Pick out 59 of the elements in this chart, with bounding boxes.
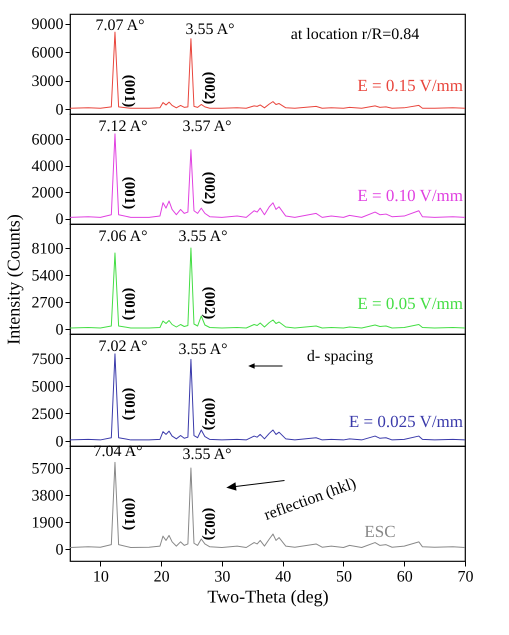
y-tick-label: 2000 bbox=[32, 184, 64, 202]
annotation: (002) bbox=[201, 172, 217, 204]
y-axis-title: Intensity (Counts) bbox=[4, 214, 24, 345]
annotation: (001) bbox=[121, 74, 137, 108]
annotation: (001) bbox=[121, 288, 137, 320]
annotation: reflection (hkl) bbox=[262, 474, 358, 524]
annotation: 3.55 A° bbox=[178, 228, 228, 245]
annotation: at location r/R=0.84 bbox=[290, 26, 420, 43]
line-series bbox=[70, 133, 465, 218]
series-label: E = 0.15 V/mm bbox=[357, 76, 463, 95]
y-tick-label: 5400 bbox=[32, 268, 64, 284]
y-tick-label: 0 bbox=[56, 102, 64, 119]
y-tick-label: 3800 bbox=[32, 487, 64, 504]
y-tick-label: 0 bbox=[56, 434, 64, 451]
annotation: 7.12 A° bbox=[98, 118, 148, 135]
annotation: (001) bbox=[121, 176, 137, 210]
annotation: 7.07 A° bbox=[95, 17, 145, 34]
y-tick-label: 9000 bbox=[32, 16, 64, 34]
annotation: (001) bbox=[121, 388, 137, 420]
y-tick-label: 6000 bbox=[32, 44, 64, 62]
x-tick-label: 20 bbox=[154, 568, 170, 586]
annotation: d- spacing bbox=[306, 348, 374, 365]
y-tick-label: 0 bbox=[56, 211, 64, 228]
line-series bbox=[70, 462, 465, 548]
annotation: 3.57 A° bbox=[182, 118, 232, 135]
y-tick-label: 1900 bbox=[32, 514, 64, 532]
y-tick-label: 0 bbox=[56, 541, 64, 558]
y-tick-label: 6000 bbox=[32, 132, 64, 149]
y-tick-label: 4000 bbox=[32, 158, 64, 176]
x-tick-label: 30 bbox=[214, 568, 230, 586]
series-label: E = 0.05 V/mm bbox=[357, 294, 463, 313]
annotation: (002) bbox=[201, 72, 217, 104]
annotation: (001) bbox=[121, 498, 137, 530]
annotation: 7.02 A° bbox=[98, 338, 148, 355]
x-tick-label: 60 bbox=[396, 568, 413, 586]
y-tick-label: 2500 bbox=[32, 406, 64, 423]
x-tick-label: 10 bbox=[92, 568, 109, 586]
y-tick-label: 2700 bbox=[32, 294, 64, 312]
y-tick-label: 0 bbox=[56, 322, 64, 338]
y-tick-label: 5000 bbox=[32, 378, 64, 396]
annotation: 3.55 A° bbox=[178, 341, 228, 358]
series-label: E = 0.025 V/mm bbox=[348, 412, 463, 431]
annotation: (002) bbox=[201, 286, 217, 320]
series-label: ESC bbox=[364, 522, 396, 541]
x-tick-label: 40 bbox=[275, 568, 292, 586]
annotation: (002) bbox=[201, 398, 217, 430]
series-label: E = 0.10 V/mm bbox=[357, 186, 463, 205]
annotation: (002) bbox=[201, 508, 217, 540]
y-tick-label: 5700 bbox=[32, 460, 64, 478]
line-series bbox=[70, 248, 465, 328]
x-axis-title: Two-Theta (deg) bbox=[207, 586, 329, 606]
y-tick-label: 8100 bbox=[32, 240, 64, 258]
y-tick-label: 3000 bbox=[32, 73, 64, 90]
x-tick-label: 50 bbox=[336, 568, 352, 586]
x-tick-label: 70 bbox=[458, 568, 474, 586]
annotation: 7.06 A° bbox=[98, 228, 148, 245]
annotation: 3.55 A° bbox=[185, 21, 235, 38]
annotation: 3.55 A° bbox=[182, 446, 232, 463]
y-tick-label: 7500 bbox=[32, 350, 64, 368]
